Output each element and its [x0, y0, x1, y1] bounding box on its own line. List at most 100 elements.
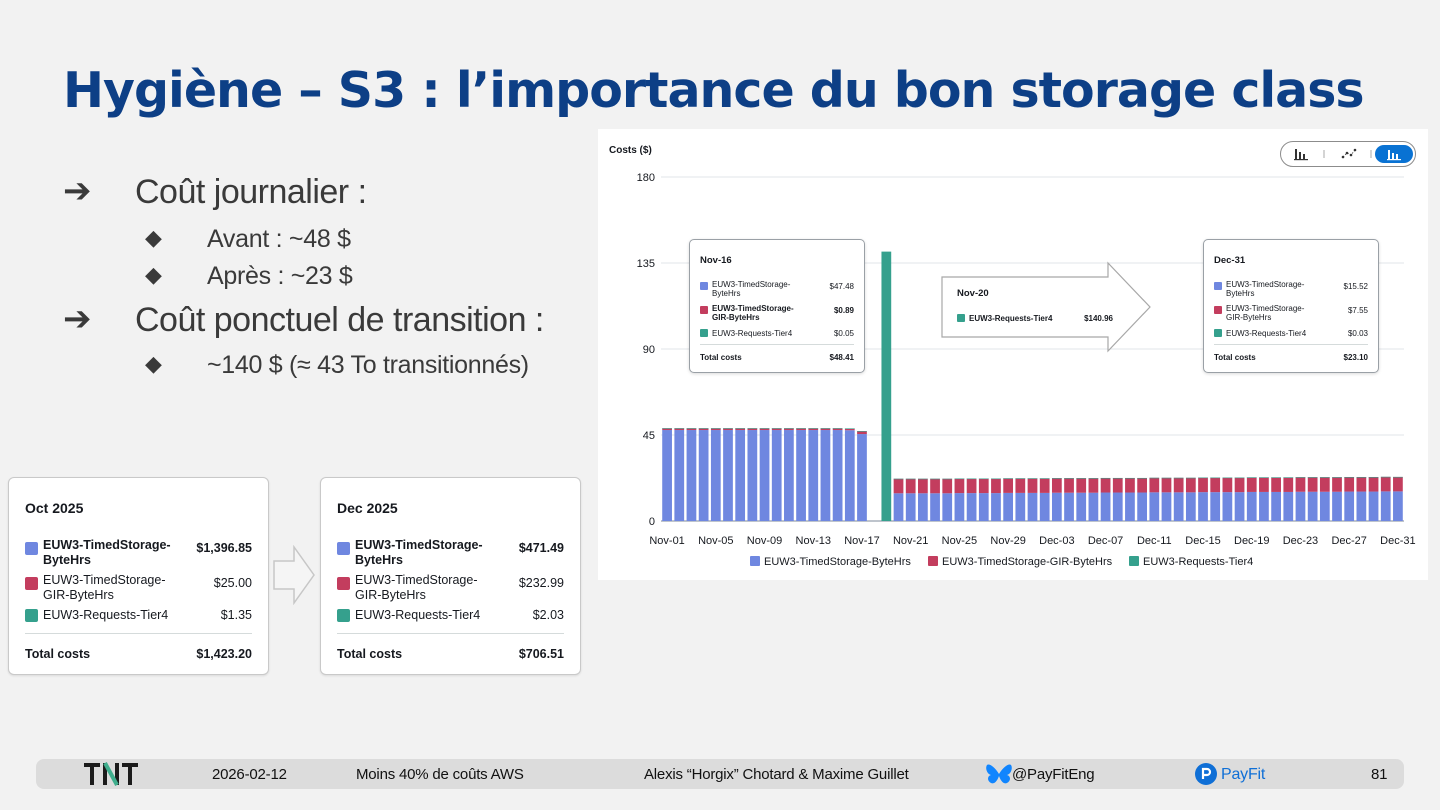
bar-segment[interactable]: [1039, 478, 1050, 479]
bar-segment[interactable]: [820, 428, 831, 429]
bar-segment[interactable]: [710, 428, 721, 429]
bar-segment[interactable]: [1222, 492, 1233, 521]
bar-segment[interactable]: [1259, 491, 1269, 521]
bar-segment[interactable]: [991, 493, 1001, 521]
bar-segment[interactable]: [1307, 491, 1318, 521]
bar-segment[interactable]: [1173, 477, 1184, 493]
bar-segment[interactable]: [1076, 478, 1087, 479]
bar-segment[interactable]: [1295, 491, 1306, 521]
bar-segment[interactable]: [1271, 491, 1281, 521]
bar-segment[interactable]: [1076, 478, 1087, 493]
bar-segment[interactable]: [1283, 477, 1294, 478]
bar-segment[interactable]: [832, 430, 843, 521]
bar-segment[interactable]: [1271, 477, 1281, 492]
bar-segment[interactable]: [674, 428, 685, 429]
bar-segment[interactable]: [808, 430, 819, 521]
bar-segment[interactable]: [784, 430, 794, 521]
bar-segment[interactable]: [1051, 478, 1062, 493]
bar-chart-icon[interactable]: [1294, 149, 1308, 161]
bar-segment[interactable]: [759, 430, 770, 521]
bar-segment[interactable]: [674, 428, 685, 431]
bar-segment[interactable]: [1015, 478, 1026, 479]
bar-segment[interactable]: [1344, 477, 1355, 492]
bar-segment[interactable]: [1246, 477, 1257, 492]
bar-segment[interactable]: [1137, 477, 1147, 479]
line-chart-icon[interactable]: [1341, 148, 1357, 159]
bar-segment[interactable]: [1125, 478, 1135, 493]
bar-segment[interactable]: [844, 428, 855, 431]
bar-segment[interactable]: [930, 478, 940, 480]
bar-segment[interactable]: [966, 478, 977, 494]
bar-segment[interactable]: [796, 428, 806, 431]
bar-segment[interactable]: [1259, 477, 1269, 478]
bar-segment[interactable]: [905, 478, 916, 480]
legend-label[interactable]: EUW3-TimedStorage-GIR-ByteHrs: [942, 556, 1113, 568]
bar-segment[interactable]: [1076, 492, 1087, 521]
bar-segment[interactable]: [1246, 491, 1257, 521]
bar-segment[interactable]: [1271, 477, 1281, 478]
bar-segment[interactable]: [1283, 477, 1294, 492]
bar-segment[interactable]: [1064, 478, 1074, 479]
bar-segment[interactable]: [954, 493, 965, 521]
bar-segment[interactable]: [1003, 492, 1014, 521]
bar-segment[interactable]: [930, 493, 940, 521]
bar-segment[interactable]: [1380, 476, 1391, 492]
bar-segment[interactable]: [832, 428, 843, 429]
bar-segment[interactable]: [698, 428, 709, 429]
bar-segment[interactable]: [1356, 476, 1367, 478]
bar-segment[interactable]: [1015, 492, 1026, 521]
bar-segment[interactable]: [991, 478, 1001, 480]
bar-segment[interactable]: [1393, 491, 1403, 521]
bar-segment[interactable]: [808, 428, 819, 431]
bar-segment[interactable]: [893, 478, 904, 494]
bar-segment[interactable]: [1356, 477, 1367, 492]
bar-segment[interactable]: [1088, 478, 1099, 479]
bar-segment[interactable]: [905, 493, 916, 521]
bar-segment[interactable]: [1319, 491, 1330, 521]
bar-segment[interactable]: [1307, 477, 1318, 478]
bar-segment[interactable]: [1380, 476, 1391, 478]
bar-segment[interactable]: [1222, 477, 1233, 493]
bar-segment[interactable]: [1332, 477, 1342, 492]
bar-segment[interactable]: [1198, 477, 1208, 479]
bar-segment[interactable]: [1319, 477, 1330, 492]
bar-segment[interactable]: [1185, 477, 1196, 479]
bar-segment[interactable]: [954, 478, 965, 494]
bar-segment[interactable]: [1259, 477, 1269, 492]
bar-segment[interactable]: [1064, 492, 1074, 521]
bar-segment[interactable]: [771, 428, 782, 431]
bar-segment[interactable]: [686, 428, 697, 431]
bar-segment[interactable]: [1319, 477, 1330, 478]
bar-segment[interactable]: [1100, 478, 1111, 493]
bar-segment[interactable]: [1234, 477, 1245, 479]
bar-segment[interactable]: [1198, 492, 1208, 521]
bar-segment[interactable]: [1088, 478, 1099, 493]
bar-segment[interactable]: [1149, 492, 1160, 521]
bar-segment[interactable]: [747, 428, 758, 429]
bar-segment[interactable]: [686, 430, 697, 521]
bar-segment[interactable]: [1149, 477, 1160, 479]
bar-segment[interactable]: [978, 478, 989, 494]
bar-segment[interactable]: [1210, 477, 1221, 493]
bar-segment[interactable]: [857, 434, 867, 521]
bar-segment[interactable]: [796, 430, 806, 521]
bar-segment[interactable]: [1222, 477, 1233, 479]
bar-segment[interactable]: [1015, 478, 1026, 493]
bar-segment[interactable]: [1295, 477, 1306, 478]
bar-segment[interactable]: [808, 428, 819, 429]
bar-segment[interactable]: [723, 430, 733, 521]
bar-segment[interactable]: [1137, 492, 1147, 521]
legend-label[interactable]: EUW3-TimedStorage-ByteHrs: [764, 556, 911, 568]
bar-segment[interactable]: [844, 430, 855, 521]
bar-segment[interactable]: [662, 428, 672, 431]
bar-segment[interactable]: [1100, 492, 1111, 521]
bar-segment[interactable]: [1137, 478, 1147, 493]
bar-segment[interactable]: [1295, 477, 1306, 492]
bar-segment[interactable]: [735, 428, 746, 429]
bar-segment[interactable]: [1185, 492, 1196, 521]
bar-segment[interactable]: [1051, 478, 1062, 479]
bar-segment[interactable]: [966, 478, 977, 480]
bar-segment[interactable]: [784, 428, 794, 431]
bar-segment[interactable]: [759, 428, 770, 429]
bar-segment[interactable]: [710, 428, 721, 431]
